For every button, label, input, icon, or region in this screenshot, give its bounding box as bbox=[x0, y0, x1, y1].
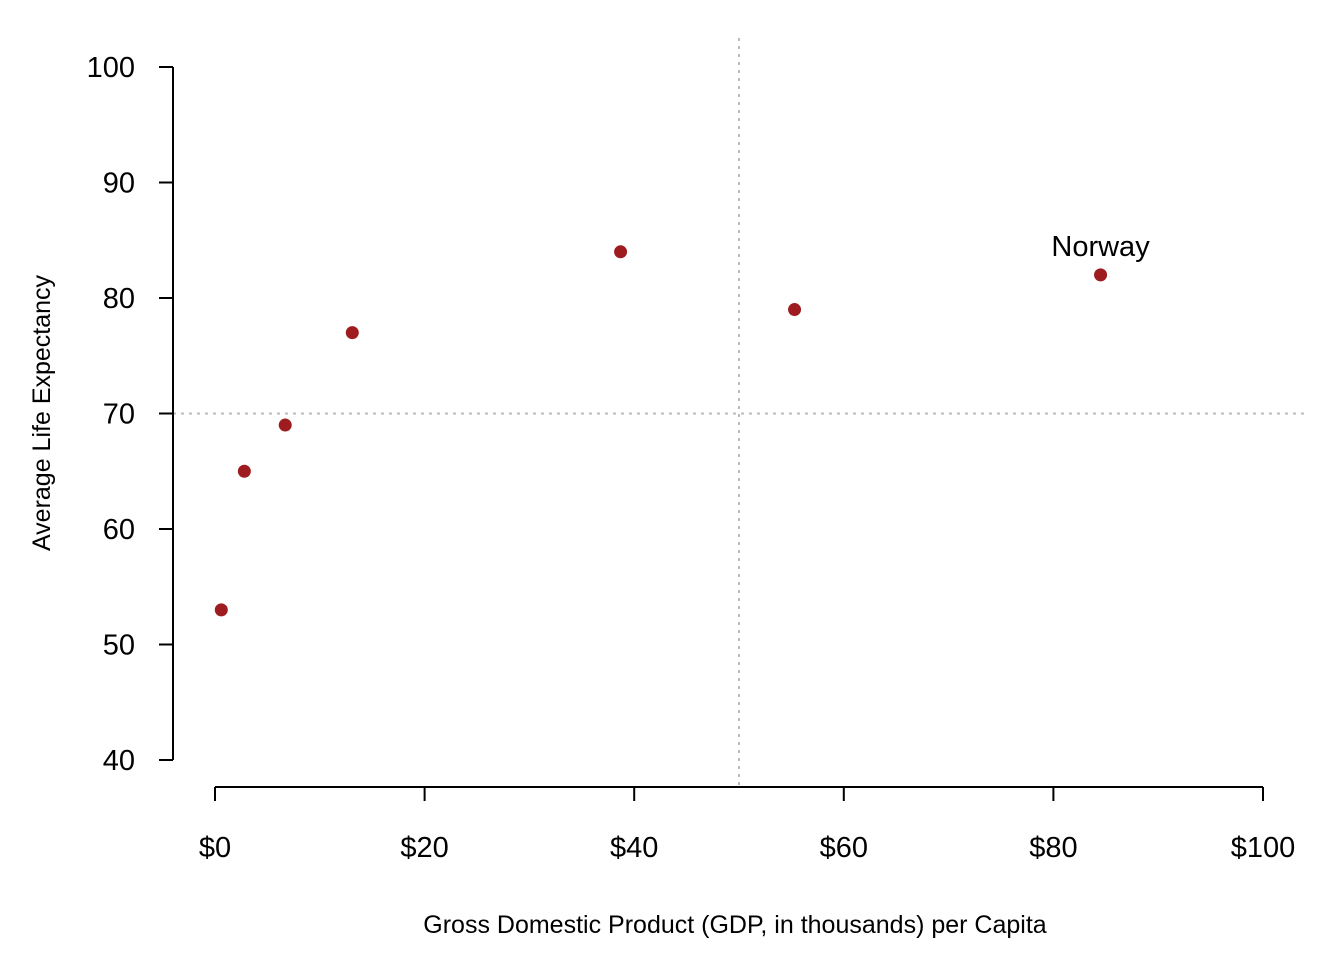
y-axis-title: Average Life Expectancy bbox=[28, 274, 56, 551]
data-point bbox=[237, 464, 251, 478]
data-point bbox=[614, 245, 628, 259]
x-axis-title: Gross Domestic Product (GDP, in thousand… bbox=[423, 911, 1047, 939]
x-tick-label: $100 bbox=[1231, 832, 1296, 864]
y-tick-label: 100 bbox=[87, 52, 135, 84]
x-tick-label: $20 bbox=[400, 832, 448, 864]
data-point bbox=[788, 303, 802, 317]
y-tick-label: 80 bbox=[103, 283, 135, 315]
data-points bbox=[214, 245, 1108, 617]
y-axis: 40 50 60 70 80 90 100 bbox=[87, 52, 174, 777]
y-tick-label: 70 bbox=[103, 399, 135, 431]
data-point bbox=[278, 418, 292, 432]
y-tick-label: 50 bbox=[103, 630, 135, 662]
data-point bbox=[345, 326, 359, 340]
x-tick-label: $80 bbox=[1029, 832, 1077, 864]
data-point bbox=[214, 603, 228, 617]
y-tick-label: 40 bbox=[103, 745, 135, 777]
x-axis: $0 $20 $40 $60 $80 $100 bbox=[199, 786, 1296, 864]
y-tick-label: 90 bbox=[103, 168, 135, 200]
point-annotation-label: Norway bbox=[1051, 231, 1150, 263]
x-tick-label: $60 bbox=[820, 832, 868, 864]
x-tick-label: $0 bbox=[199, 832, 231, 864]
data-point bbox=[1094, 268, 1108, 282]
reference-lines bbox=[173, 38, 1306, 787]
y-tick-label: 60 bbox=[103, 514, 135, 546]
annotations: Norway bbox=[1051, 231, 1150, 263]
x-tick-label: $40 bbox=[610, 832, 658, 864]
